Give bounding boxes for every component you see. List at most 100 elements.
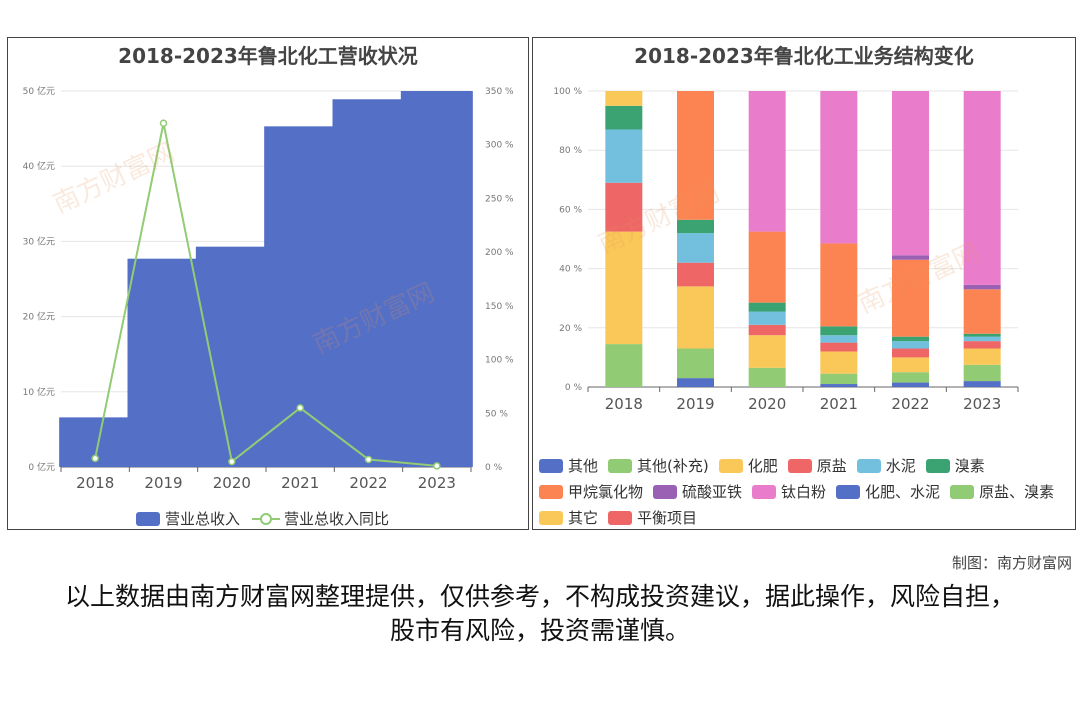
bar-segment-2020: [748, 324, 786, 336]
bar-segment-2020: [748, 335, 786, 368]
x-tick-label: 2020: [213, 474, 251, 492]
structure-chart: 0 % 20 % 40 % 60 % 80 % 100 % 2018 2019 2020 2021…: [553, 87, 1019, 413]
bar-segment-2023: [963, 284, 1001, 290]
legend-item[interactable]: 原盐: [787, 455, 847, 476]
legend-item[interactable]: 其他(补充): [608, 455, 709, 476]
bar-segment-2019: [677, 262, 714, 287]
revenue-chart-panel: 2018-2023年鲁北化工营收状况 0 亿元 10 亿元 20 亿元 30 亿元 40…: [7, 37, 529, 530]
bar-segment-2022: [892, 357, 929, 373]
legend-label: 钛白粉: [781, 483, 827, 501]
legend-item[interactable]: 平衡项目: [608, 507, 697, 528]
y-tick-label-right: 250 %: [485, 194, 514, 204]
bar-segment-2020: [748, 311, 786, 325]
bar-segment-2020: [748, 367, 786, 387]
bar-segment-2019: [677, 91, 714, 220]
bar-segment-2019: [677, 219, 714, 234]
legend-item[interactable]: 水泥: [856, 455, 916, 476]
y-tick-label-left: 40 亿元: [23, 160, 55, 172]
legend-label: 原盐: [816, 457, 847, 475]
x-tick-label: 2022: [349, 474, 387, 492]
bar-segment-2021: [820, 335, 858, 343]
y-tick-label-right: 300 %: [485, 141, 514, 151]
y-tick-label-right: 150 %: [485, 302, 514, 312]
point-yoy-2023: [433, 462, 441, 470]
legend-swatch: [608, 510, 633, 525]
y-tick-label: 0 %: [565, 383, 583, 393]
x-tick-label: 2019: [144, 474, 182, 492]
legend-swatch: [752, 484, 777, 499]
bar-segment-2021: [820, 326, 858, 336]
bar-segment-2019: [677, 378, 714, 387]
legend-swatch: [836, 484, 861, 499]
legend-label: 溴素: [954, 457, 985, 475]
legend-swatch-revenue: [136, 511, 160, 526]
y-tick-label: 80 %: [559, 146, 582, 156]
legend-label: 水泥: [885, 457, 916, 475]
bar-segment-2019: [677, 286, 714, 349]
y-tick-label-right: 50 %: [485, 409, 508, 419]
legend-item[interactable]: 化肥: [718, 455, 778, 476]
legend-item[interactable]: 甲烷氯化物: [539, 481, 643, 502]
legend-swatch: [950, 484, 975, 499]
bar-segment-2021: [820, 384, 858, 387]
x-tick-label: 2021: [281, 474, 319, 492]
bar-segment-2020: [748, 231, 786, 303]
point-yoy-2022: [364, 455, 373, 464]
y-tick-label: 60 %: [559, 205, 582, 215]
y-tick-label-left: 0 亿元: [28, 461, 55, 473]
legend-row: 甲烷氯化物 硫酸亚铁 钛白粉 化肥、水泥 原盐、溴素: [539, 481, 1064, 502]
legend-label: 化肥、水泥: [865, 483, 941, 501]
legend-swatch: [653, 484, 678, 499]
bar-segment-2023: [963, 348, 1001, 365]
bar-segment-2018: [605, 105, 643, 130]
bar-segment-2019: [677, 348, 714, 379]
x-tick-label: 2021: [820, 395, 858, 413]
legend-label-revenue: 营业总收入: [165, 510, 241, 528]
bar-segment-2018: [605, 182, 643, 232]
bar-segment-2023: [963, 341, 1001, 349]
legend-item[interactable]: 其它: [539, 507, 598, 528]
legend-label: 其它: [568, 509, 599, 527]
legend-label-yoy: 营业总收入同比: [284, 510, 390, 528]
legend-item[interactable]: 其他: [539, 455, 598, 476]
legend-row: 其它 平衡项目: [539, 507, 707, 528]
legend-label: 硫酸亚铁: [682, 483, 743, 501]
legend-item[interactable]: 硫酸亚铁: [653, 481, 742, 502]
point-yoy-2021: [296, 404, 304, 412]
bar-segment-2021: [820, 342, 858, 352]
legend-item[interactable]: 溴素: [925, 455, 985, 476]
legend-row: 其他 其他(补充) 化肥 原盐 水泥 溴素: [539, 455, 995, 476]
bar-revenue-2022: [332, 99, 405, 467]
point-yoy-2019: [159, 119, 168, 127]
bar-segment-2022: [892, 259, 929, 337]
revenue-chart: 0 亿元 10 亿元 20 亿元 30 亿元 40 亿元 50 亿元 0 % 50 % 100 …: [23, 85, 514, 492]
x-tick-label: 2019: [676, 395, 714, 413]
y-tick-label-right: 100 %: [485, 356, 514, 366]
bar-segment-2022: [892, 341, 929, 349]
bar-segment-2021: [820, 91, 858, 244]
legend-swatch: [718, 458, 743, 473]
bar-revenue-2019: [127, 258, 200, 467]
bar-segment-2021: [820, 373, 858, 385]
legend-item[interactable]: 化肥、水泥: [836, 481, 940, 502]
bar-segment-2020: [748, 91, 786, 232]
chart-credit: 制图：南方财富网: [951, 554, 1072, 572]
revenue-legend[interactable]: 营业总收入 营业总收入同比: [136, 508, 389, 529]
bar-segment-2018: [605, 129, 643, 183]
x-tick-label: 2022: [891, 395, 929, 413]
legend-swatch: [539, 510, 563, 525]
x-tick-label: 2018: [605, 395, 643, 413]
revenue-chart-title: 2018-2023年鲁北化工营收状况: [118, 44, 418, 68]
y-tick-label-right: 0 %: [485, 463, 503, 473]
bar-segment-2023: [963, 333, 1001, 337]
structure-chart-panel: 2018-2023年鲁北化工业务结构变化 0 % 20 % 40 % 60 % 80 %…: [532, 37, 1076, 530]
bar-segment-2023: [963, 91, 1001, 285]
legend-swatch: [608, 458, 633, 473]
legend-item[interactable]: 钛白粉: [752, 481, 826, 502]
legend-swatch: [539, 484, 563, 499]
disclaimer-text: 以上数据由南方财富网整理提供，仅供参考，不构成投资建议，据此操作，风险自担，股市…: [64, 582, 1015, 645]
legend-swatch: [539, 458, 563, 473]
legend-item[interactable]: 原盐、溴素: [950, 481, 1054, 502]
legend-swatch: [925, 458, 950, 473]
bar-segment-2023: [963, 381, 1001, 387]
